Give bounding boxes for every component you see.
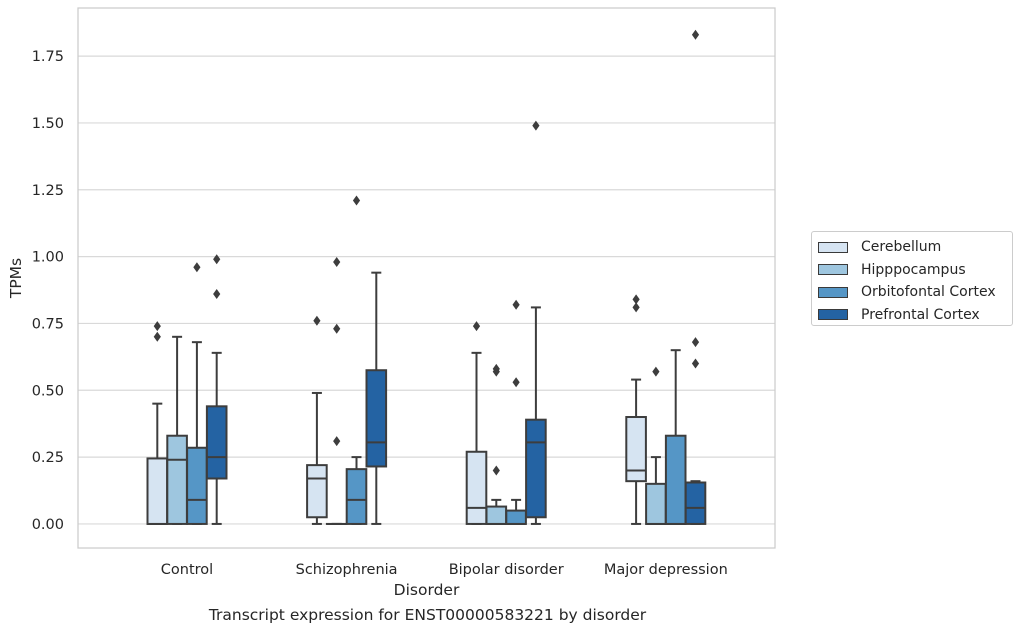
x-tick-labels: Control Schizophrenia Bipolar disorder Majo… (161, 562, 728, 578)
x-tick-label: Control (161, 562, 213, 578)
legend-item-cerebellum: Cerebellum (818, 236, 1012, 259)
outlier-point (153, 321, 161, 332)
outlier-point (512, 299, 520, 310)
box-body (485, 505, 508, 525)
chart-caption: Transcript expression for ENST0000058322… (208, 606, 647, 624)
y-tick-label: 1.00 (32, 250, 64, 266)
y-tick-label: 1.50 (32, 116, 64, 132)
box-0-0 (146, 321, 169, 525)
box-3-2 (664, 349, 687, 525)
y-tick-label: 1.75 (32, 49, 64, 65)
outlier-point (691, 337, 700, 348)
outlier-point (333, 323, 341, 334)
y-tick-label: 1.25 (32, 183, 64, 199)
box-2-0 (465, 321, 488, 525)
box-2-3 (525, 120, 547, 525)
x-tick-label: Schizophrenia (296, 562, 398, 578)
x-tick-label: Major depression (604, 562, 728, 578)
x-tick-label: Bipolar disorder (449, 562, 564, 578)
box-2-1 (485, 363, 508, 525)
outlier-point (492, 363, 500, 374)
outlier-point (632, 302, 640, 313)
outlier-point (213, 289, 221, 300)
outlier-point (691, 358, 700, 369)
legend-swatch (818, 241, 848, 253)
box-0-1 (166, 335, 188, 525)
legend-item-orbitofrontal-cortex: Orbitofontal Cortex (818, 281, 1012, 304)
box-2-2 (505, 299, 527, 525)
outlier-point (213, 254, 221, 265)
y-tick-label: 0.50 (32, 383, 64, 399)
y-tick-labels: 0.00 0.25 0.50 0.75 1.00 1.25 1.50 1.75 (32, 49, 64, 533)
box-body (465, 450, 488, 525)
box-body (166, 434, 188, 525)
box-0-3 (205, 254, 228, 525)
outlier-point (512, 377, 520, 388)
box-body (186, 446, 208, 525)
y-tick-label: 0.25 (32, 450, 64, 466)
box-body (645, 482, 667, 525)
box-body (345, 468, 368, 525)
box-3-0 (625, 294, 647, 525)
outlier-point (532, 120, 540, 131)
box-body (205, 405, 228, 480)
outlier-point (333, 436, 341, 447)
box-body (306, 464, 328, 519)
outlier-point (632, 294, 640, 305)
y-tick-label: 0.75 (32, 316, 64, 332)
legend-label: Orbitofontal Cortex (861, 284, 996, 301)
box-1-3 (365, 271, 388, 525)
legend: Cerebellum Hipppocampus Orbitofontal Cor… (811, 231, 1013, 326)
legend-item-hippocampus: Hipppocampus (818, 259, 1012, 282)
outlier-point (153, 331, 161, 342)
outlier-point (472, 321, 481, 332)
box-1-2 (345, 195, 368, 525)
legend-label: Hipppocampus (861, 261, 966, 278)
box-body (625, 416, 647, 483)
box-1-1 (325, 256, 348, 525)
legend-label: Cerebellum (861, 239, 942, 256)
legend-swatch (818, 309, 848, 321)
box-3-3 (684, 29, 707, 525)
box-body (146, 457, 169, 525)
box-body (365, 369, 388, 468)
legend-item-prefrontal-cortex: Prefrontal Cortex (818, 304, 1012, 327)
legend-label: Prefrontal Cortex (861, 306, 980, 323)
box-body (664, 434, 687, 525)
outlier-point (691, 29, 700, 40)
box-groups (146, 29, 707, 525)
outlier-point (193, 262, 201, 273)
outlier-point (313, 315, 321, 326)
box-body (525, 418, 547, 519)
box-1-0 (306, 315, 328, 525)
outlier-point (652, 366, 660, 377)
box-3-1 (645, 366, 667, 525)
box-body (684, 481, 707, 525)
legend-swatch (818, 286, 848, 298)
x-axis-label: Disorder (394, 581, 460, 599)
legend-swatch (818, 264, 848, 276)
outlier-point (352, 195, 361, 206)
box-0-2 (186, 262, 208, 525)
outlier-point (333, 256, 341, 267)
y-tick-label: 0.00 (32, 517, 64, 533)
y-axis-label: TPMs (7, 258, 25, 299)
box-body (505, 509, 527, 525)
outlier-point (492, 465, 500, 476)
plot-area-frame (77, 7, 776, 549)
